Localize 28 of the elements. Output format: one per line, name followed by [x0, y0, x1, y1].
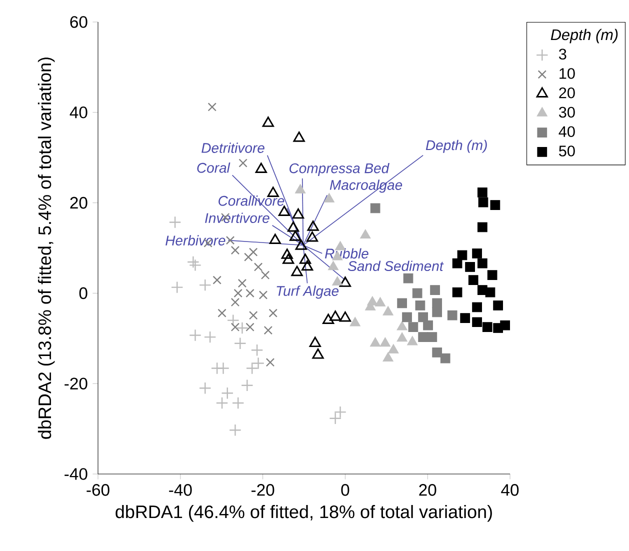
legend-label: 10: [560, 68, 575, 79]
x-tick-label: -20: [251, 484, 274, 496]
series-label: Coral: [197, 162, 230, 173]
y-tick-label: 20: [70, 196, 88, 209]
series-label: Depth (m): [426, 140, 487, 153]
y-axis-title: dbRDA2 (13.8% of fitted, 5.4% of total variation): [38, 58, 55, 439]
y-tick-label: 0: [79, 287, 88, 300]
series-label: Compressa Bed: [290, 162, 390, 176]
x-tick-label: 20: [419, 484, 436, 496]
x-axis-title: dbRDA1 (46.4% of fitted, 18% of total variation): [116, 504, 492, 522]
x-tick-label: -40: [169, 484, 192, 496]
series-label: Detritivore: [202, 142, 264, 153]
series-label: Herbivore: [166, 235, 226, 246]
y-tick-label: 40: [70, 106, 88, 118]
y-tick-label: -20: [64, 378, 88, 390]
series-label: Turf Algae: [276, 286, 339, 299]
legend-label: 3: [558, 48, 566, 60]
legend-label: 50: [559, 146, 575, 156]
legend-label: 40: [558, 126, 575, 138]
y-tick-label: -40: [64, 468, 88, 480]
x-tick-label: -60: [86, 484, 110, 496]
x-tick-label: 40: [501, 484, 519, 496]
legend-label: 30: [558, 106, 575, 118]
x-tick-label: 0: [341, 484, 350, 496]
series-label: Sand Sediment: [348, 260, 444, 272]
legend-title: Depth (m): [550, 28, 618, 44]
legend-label: 20: [559, 87, 575, 98]
y-tick-label: 60: [70, 16, 88, 28]
